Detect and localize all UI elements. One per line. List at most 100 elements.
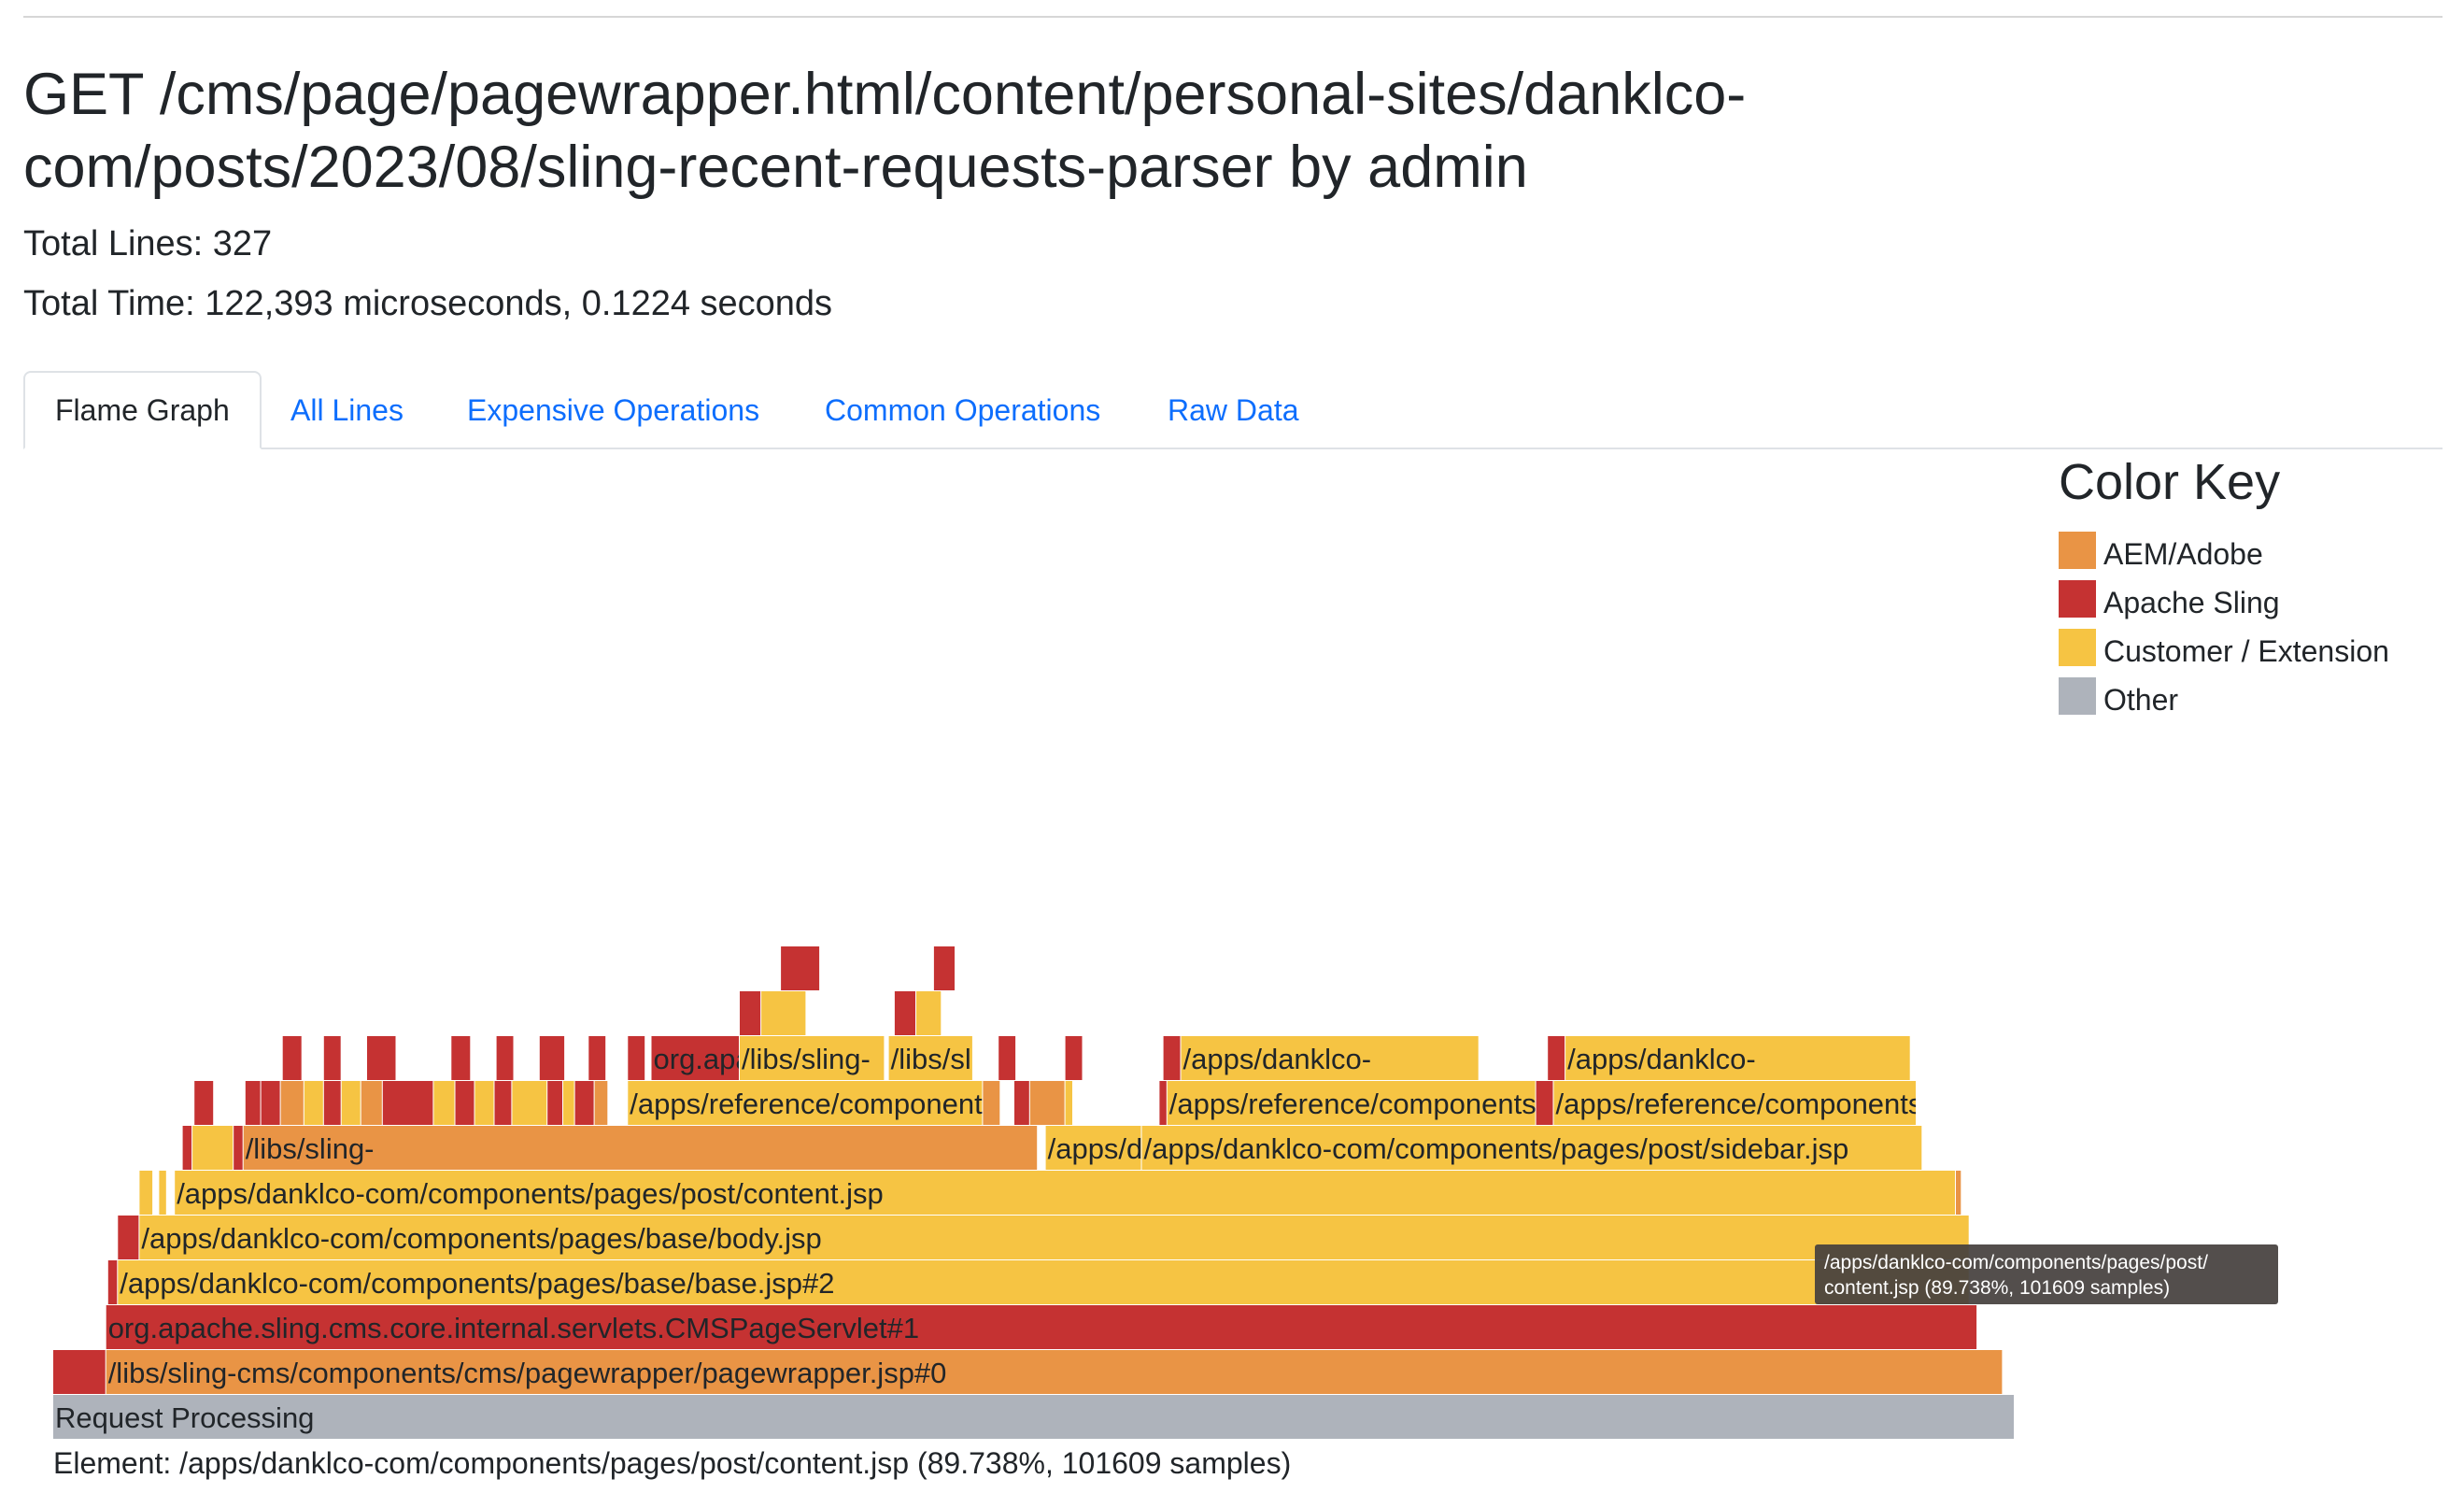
flame-frame-rect[interactable]: [740, 991, 761, 1035]
flame-frame-rect[interactable]: [53, 1395, 2014, 1439]
flame-frame-rect[interactable]: [451, 1036, 471, 1080]
flame-frame-rect[interactable]: [888, 1036, 972, 1080]
flame-frame[interactable]: [323, 1081, 341, 1125]
flame-frame[interactable]: /apps/danklco-com/components/pages/base/…: [139, 1216, 1969, 1259]
flame-frame[interactable]: [304, 1081, 323, 1125]
flame-frame[interactable]: [998, 1036, 1016, 1080]
flame-frame[interactable]: org.apache: [651, 1036, 799, 1080]
flame-frame-rect[interactable]: [916, 991, 942, 1035]
flame-frame-rect[interactable]: [494, 1081, 512, 1125]
flame-frame[interactable]: [139, 1171, 153, 1215]
flame-frame-rect[interactable]: [1167, 1081, 1536, 1125]
flame-frame[interactable]: [1536, 1081, 1553, 1125]
flame-frame-rect[interactable]: [1159, 1081, 1167, 1125]
flame-frame[interactable]: [194, 1081, 214, 1125]
flame-frame[interactable]: [1956, 1171, 1961, 1215]
flame-frame-rect[interactable]: [651, 1036, 740, 1080]
flame-frame[interactable]: /apps/danklco-com: [1045, 1126, 1291, 1170]
flame-frame[interactable]: [594, 1081, 608, 1125]
flame-frame[interactable]: [367, 1036, 396, 1080]
flame-frame[interactable]: [916, 991, 942, 1035]
flame-frame-rect[interactable]: [983, 1081, 1000, 1125]
flame-frame[interactable]: [761, 991, 806, 1035]
flame-frame[interactable]: /apps/reference/components: [628, 1081, 997, 1125]
flame-frame-rect[interactable]: [1029, 1081, 1065, 1125]
flame-frame-rect[interactable]: [1065, 1036, 1083, 1080]
flame-frame[interactable]: [781, 946, 820, 990]
flame-frame-rect[interactable]: [474, 1081, 494, 1125]
flame-frame[interactable]: [341, 1081, 361, 1125]
flame-frame-rect[interactable]: [933, 946, 955, 990]
flame-frame-rect[interactable]: [781, 946, 820, 990]
flame-frame[interactable]: [496, 1036, 514, 1080]
flame-frame[interactable]: [574, 1081, 594, 1125]
flame-frame-rect[interactable]: [341, 1081, 361, 1125]
flame-frame[interactable]: [382, 1081, 433, 1125]
flame-frame-rect[interactable]: [118, 1260, 1969, 1304]
flame-frame-rect[interactable]: [280, 1081, 304, 1125]
flame-frame-rect[interactable]: [740, 1036, 885, 1080]
flame-frame-rect[interactable]: [1163, 1036, 1181, 1080]
tab-expensive-operations[interactable]: Expensive Operations: [467, 393, 760, 427]
flame-frame-rect[interactable]: [1181, 1036, 1479, 1080]
flame-frame-rect[interactable]: [894, 991, 915, 1035]
flame-frame[interactable]: [740, 991, 761, 1035]
flame-frame-rect[interactable]: [159, 1171, 166, 1215]
flame-frame[interactable]: [261, 1081, 280, 1125]
flame-frame-rect[interactable]: [628, 1081, 983, 1125]
flame-frame[interactable]: [118, 1216, 139, 1259]
flame-frame[interactable]: /libs/sling-cms/components/cms/pagewrapp…: [106, 1350, 2003, 1394]
flame-frame-rect[interactable]: [1565, 1036, 1910, 1080]
flame-frame-rect[interactable]: [323, 1081, 341, 1125]
flame-frame[interactable]: /apps/danklco-com/components/pages/post/…: [175, 1171, 1956, 1215]
flame-frame[interactable]: [280, 1081, 304, 1125]
flame-frame-rect[interactable]: [433, 1081, 455, 1125]
flame-frame-rect[interactable]: [361, 1081, 382, 1125]
flame-frame-rect[interactable]: [382, 1081, 433, 1125]
flame-frame-rect[interactable]: [245, 1081, 261, 1125]
flame-frame[interactable]: [282, 1036, 302, 1080]
flame-frame[interactable]: [539, 1036, 565, 1080]
flame-frame-rect[interactable]: [182, 1126, 192, 1170]
flame-frame-rect[interactable]: [1045, 1126, 1141, 1170]
flame-frame[interactable]: [1065, 1036, 1083, 1080]
flame-frame[interactable]: [361, 1081, 382, 1125]
flame-frame[interactable]: [628, 1036, 645, 1080]
flame-frame[interactable]: /apps/danklco-com/components/pages/base/…: [118, 1260, 1969, 1304]
flame-frame-rect[interactable]: [323, 1036, 341, 1080]
flame-frame[interactable]: /apps/reference/components: [1553, 1081, 1923, 1125]
flame-frame-rect[interactable]: [243, 1126, 1038, 1170]
flame-frame[interactable]: /libs/sling-: [243, 1126, 1038, 1170]
flame-frame-rect[interactable]: [1141, 1126, 1922, 1170]
flame-frame[interactable]: org.apache.sling.cms.core.internal.servl…: [106, 1305, 1977, 1349]
flame-frame-rect[interactable]: [1548, 1036, 1565, 1080]
flame-frame[interactable]: [451, 1036, 471, 1080]
flame-frame-rect[interactable]: [1014, 1081, 1029, 1125]
flame-frame-rect[interactable]: [367, 1036, 396, 1080]
flame-frame[interactable]: [983, 1081, 1000, 1125]
flame-frame-rect[interactable]: [194, 1081, 214, 1125]
flame-frame[interactable]: [182, 1126, 192, 1170]
flame-frame[interactable]: /libs/sling-: [740, 1036, 885, 1080]
flame-frame[interactable]: [1029, 1081, 1065, 1125]
flame-frame[interactable]: [1163, 1036, 1181, 1080]
flame-frame[interactable]: [588, 1036, 606, 1080]
flame-frame-rect[interactable]: [118, 1216, 139, 1259]
flame-frame[interactable]: [1065, 1081, 1072, 1125]
flame-frame[interactable]: [1014, 1081, 1029, 1125]
flame-frame[interactable]: [192, 1126, 234, 1170]
flame-frame-rect[interactable]: [234, 1126, 243, 1170]
flame-frame[interactable]: [894, 991, 915, 1035]
flame-frame[interactable]: [512, 1081, 547, 1125]
flame-frame-rect[interactable]: [175, 1171, 1956, 1215]
flame-frame-rect[interactable]: [1065, 1081, 1072, 1125]
tab-common-operations[interactable]: Common Operations: [825, 393, 1101, 427]
flame-frame-rect[interactable]: [192, 1126, 234, 1170]
flame-frame-rect[interactable]: [107, 1260, 118, 1304]
flame-frame-rect[interactable]: [628, 1036, 645, 1080]
flame-frame-rect[interactable]: [563, 1081, 574, 1125]
flame-frame-rect[interactable]: [282, 1036, 302, 1080]
flame-frame-rect[interactable]: [512, 1081, 547, 1125]
flame-frame-rect[interactable]: [594, 1081, 608, 1125]
flame-frame-rect[interactable]: [761, 991, 806, 1035]
